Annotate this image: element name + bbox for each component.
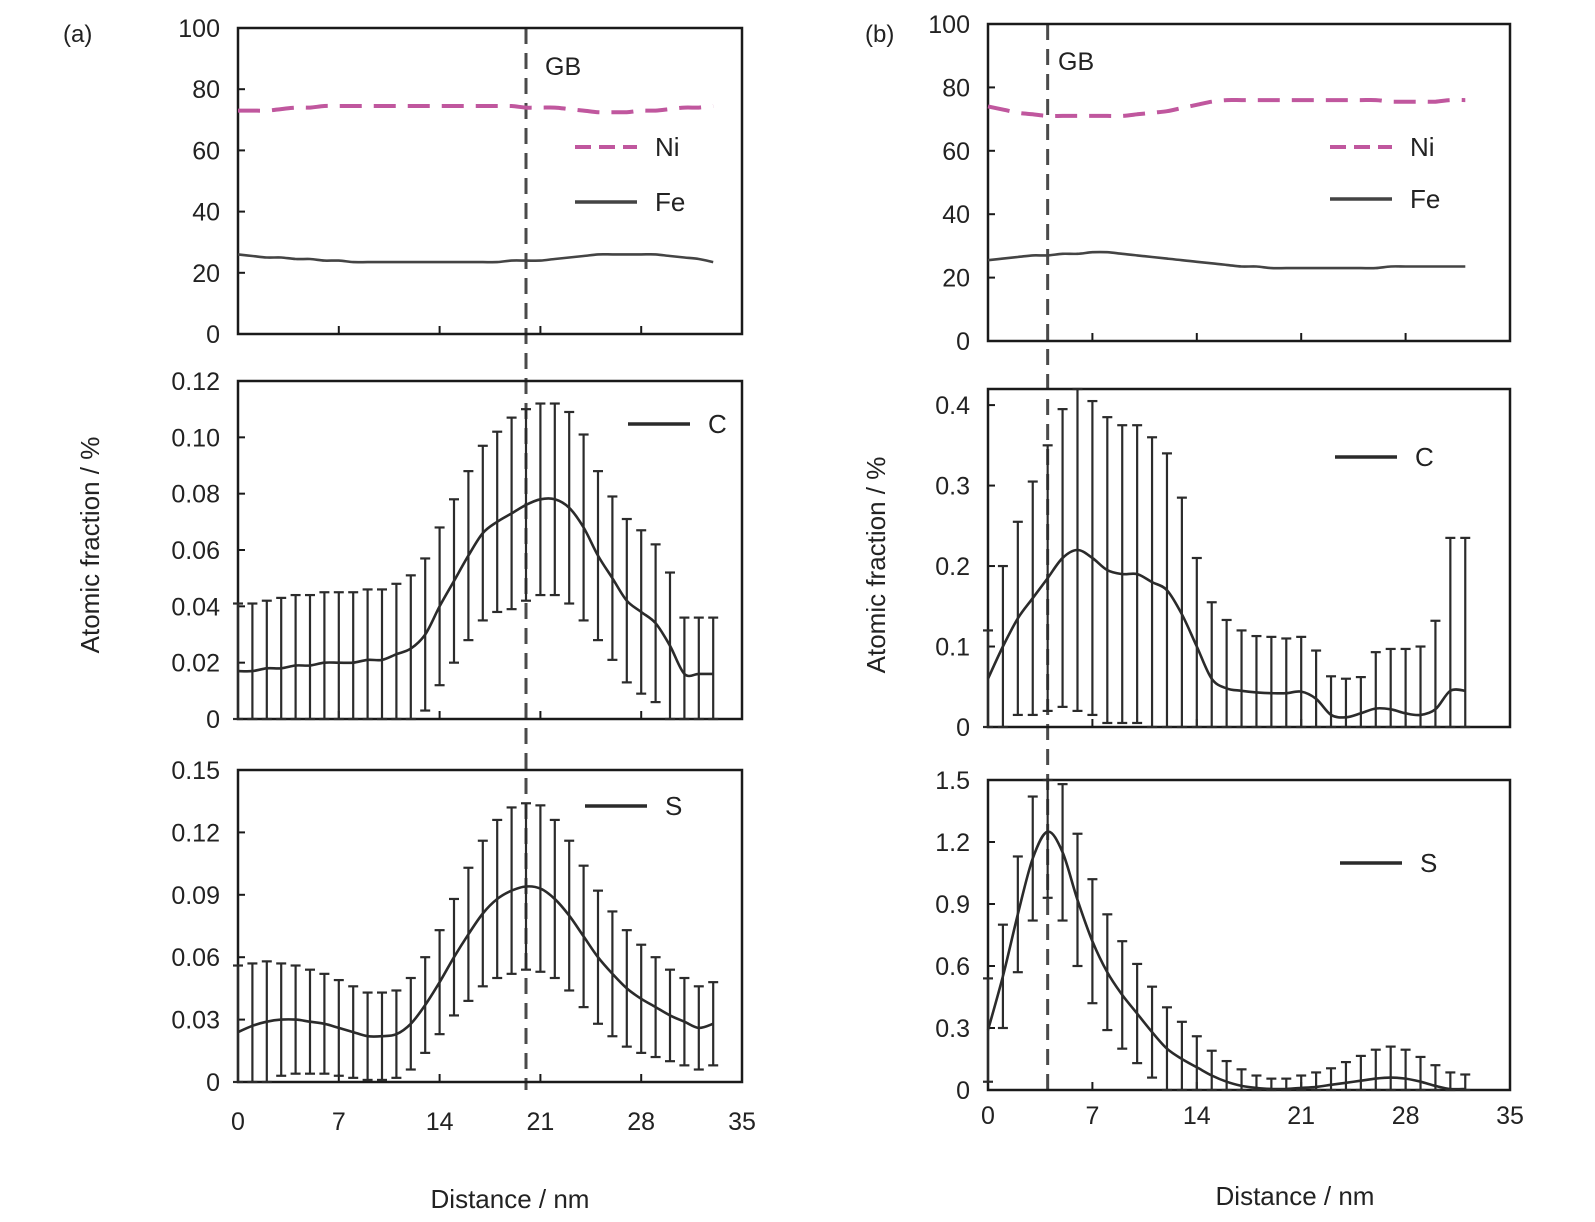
y-axis-title-b: Atomic fraction / %: [861, 457, 891, 674]
y-tick-label-a-bot: 0.09: [171, 882, 220, 910]
gb-label-a: GB: [545, 53, 581, 81]
y-tick-label-a-mid: 0.02: [171, 650, 220, 678]
y-tick-label-b-bot: 0.3: [935, 1015, 970, 1043]
y-tick-label-a-bot: 0.03: [171, 1007, 220, 1035]
legend-label-c-b-mid: C: [1415, 442, 1434, 472]
x-tick-label-b: 0: [981, 1102, 995, 1130]
y-tick-label-b-mid: 0.4: [935, 392, 970, 420]
plot-frame-a-top: [236, 26, 744, 336]
plot-frame-b-bot: [986, 778, 1512, 1092]
legend-label-fe-a-top: Fe: [655, 187, 685, 217]
x-axis-title-a: Distance / nm: [431, 1184, 590, 1214]
y-tick-label-b-mid: 0.3: [935, 473, 970, 501]
legend-label-fe-b-top: Fe: [1410, 184, 1440, 214]
y-axis-title-a: Atomic fraction / %: [75, 437, 105, 654]
y-tick-label-a-mid: 0.06: [171, 537, 220, 565]
legend-label-c-a-mid: C: [708, 409, 727, 439]
y-tick-label-a-top: 60: [192, 137, 220, 165]
y-tick-label-b-top: 100: [928, 11, 970, 39]
panel-label-b: (b): [865, 21, 894, 48]
y-tick-label-a-mid: 0.10: [171, 424, 220, 452]
plot-frame-a-mid: [236, 379, 744, 721]
y-tick-label-b-mid: 0.1: [935, 634, 970, 662]
plot-frame-b-top: [986, 22, 1512, 343]
y-tick-label-b-bot: 0.9: [935, 891, 970, 919]
y-tick-label-a-top: 0: [206, 321, 220, 349]
x-tick-label-a: 21: [526, 1108, 554, 1136]
y-tick-label-b-bot: 1.2: [935, 829, 970, 857]
y-tick-label-b-top: 60: [942, 138, 970, 166]
y-tick-label-a-mid: 0.08: [171, 481, 220, 509]
y-tick-label-b-bot: 0: [956, 1077, 970, 1105]
y-tick-label-a-mid: 0.12: [171, 368, 220, 396]
y-tick-label-a-bot: 0.12: [171, 819, 220, 847]
x-tick-label-a: 35: [728, 1108, 756, 1136]
plot-frame-a-bot: [236, 768, 744, 1084]
y-tick-label-a-top: 20: [192, 260, 220, 288]
series-line-c-a-mid: [237, 497, 714, 678]
y-tick-label-b-top: 40: [942, 201, 970, 229]
y-tick-label-b-mid: 0.2: [935, 553, 970, 581]
legend-label-ni-b-top: Ni: [1410, 132, 1435, 162]
x-tick-label-b: 21: [1287, 1102, 1315, 1130]
x-tick-label-a: 7: [332, 1108, 346, 1136]
axes-layer: 020406080100NiFe00.020.040.060.080.100.1…: [171, 11, 1524, 1136]
y-tick-label-a-bot: 0: [206, 1069, 220, 1097]
legend-label-s-a-bot: S: [665, 791, 682, 821]
y-tick-label-b-bot: 0.6: [935, 953, 970, 981]
x-axis-title-b: Distance / nm: [1216, 1181, 1375, 1211]
y-tick-label-a-bot: 0.15: [171, 757, 220, 785]
series-line-s-b-bot: [986, 830, 1466, 1091]
y-tick-label-b-top: 20: [942, 265, 970, 293]
x-tick-label-b: 35: [1496, 1102, 1524, 1130]
data-layer: [233, 97, 1471, 1092]
series-line-s-a-bot: [237, 885, 714, 1038]
y-tick-label-a-mid: 0: [206, 706, 220, 734]
y-tick-label-a-bot: 0.06: [171, 944, 220, 972]
x-tick-label-b: 7: [1085, 1102, 1099, 1130]
series-line-fe-a-top: [237, 253, 714, 264]
panel-label-a: (a): [63, 21, 92, 48]
series-line-ni-b-top: [987, 97, 1466, 119]
x-tick-label-a: 14: [426, 1108, 454, 1136]
y-tick-label-a-top: 80: [192, 76, 220, 104]
series-line-fe-b-top: [987, 250, 1466, 270]
gb-layer: GB GB: [524, 24, 1094, 1090]
series-line-ni-a-top: [238, 103, 714, 115]
plot-frame-b-mid: [986, 387, 1512, 729]
legend-label-s-b-bot: S: [1420, 848, 1437, 878]
y-tick-label-a-top: 100: [178, 15, 220, 43]
gb-label-b: GB: [1058, 48, 1094, 76]
x-tick-label-b: 14: [1183, 1102, 1211, 1130]
legend-label-ni-a-top: Ni: [655, 132, 680, 162]
y-tick-label-b-top: 0: [956, 328, 970, 356]
y-tick-label-b-mid: 0: [956, 714, 970, 742]
y-tick-label-b-bot: 1.5: [935, 767, 970, 795]
y-tick-label-a-mid: 0.04: [171, 593, 220, 621]
y-tick-label-b-top: 80: [942, 74, 970, 102]
y-tick-label-a-top: 40: [192, 199, 220, 227]
x-tick-label-a: 0: [231, 1108, 245, 1136]
series-line-c-b-mid: [986, 548, 1466, 719]
x-tick-label-b: 28: [1392, 1102, 1420, 1130]
x-tick-label-a: 28: [627, 1108, 655, 1136]
